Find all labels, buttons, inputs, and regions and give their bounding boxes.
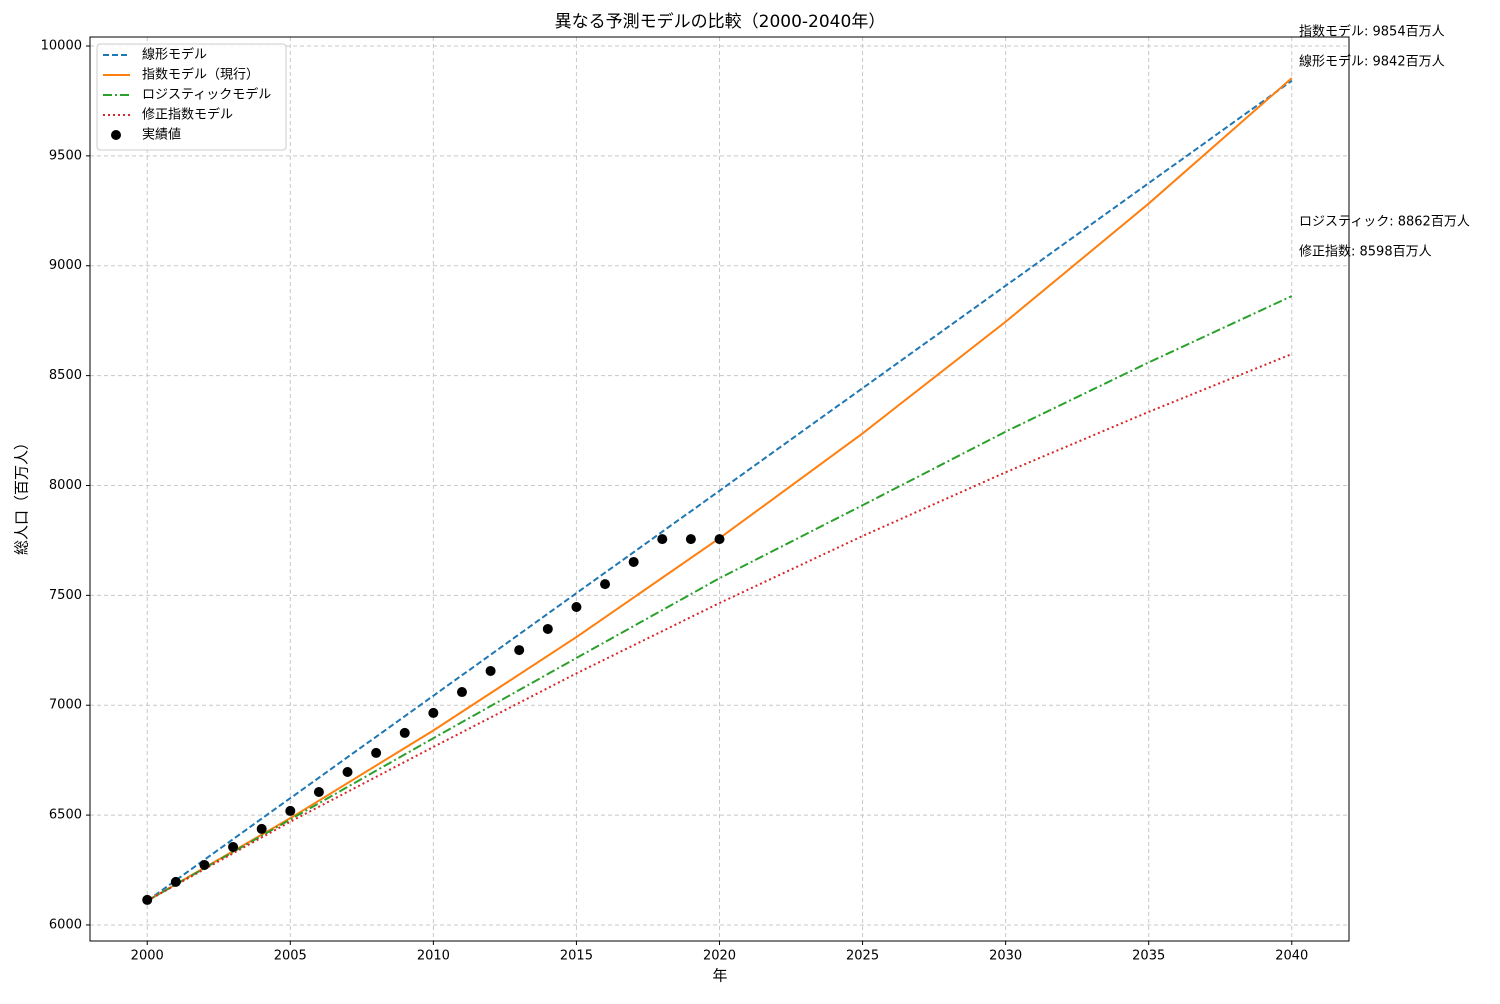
y-tick-label: 7500	[49, 588, 82, 603]
data-point	[456, 687, 467, 698]
data-point	[571, 601, 582, 612]
data-point	[313, 787, 324, 798]
x-tick-label: 2010	[417, 949, 450, 964]
y-tick-label: 9500	[49, 148, 82, 163]
x-tick-label: 2015	[560, 949, 593, 964]
y-tick-label: 6000	[49, 917, 82, 932]
data-point	[485, 665, 496, 676]
legend-label: 修正指数モデル	[142, 107, 233, 123]
annotation: 修正指数: 8598百万人	[1299, 245, 1432, 260]
data-point	[342, 767, 353, 778]
y-tick-label: 8000	[49, 478, 82, 493]
data-point	[542, 623, 553, 634]
x-tick-label: 2005	[274, 949, 307, 964]
y-axis-label: 総人口（百万人）	[13, 435, 31, 555]
data-point	[228, 841, 239, 852]
data-point	[600, 579, 611, 590]
x-tick-label: 2000	[131, 949, 164, 964]
y-tick-label: 8500	[49, 368, 82, 383]
y-tick-label: 10000	[41, 39, 82, 54]
y-tick-label: 6500	[49, 808, 82, 823]
legend-box	[96, 43, 287, 151]
annotation: 指数モデル: 9854百万人	[1299, 24, 1445, 40]
x-tick-label: 2035	[1132, 949, 1165, 964]
annotation: 線形モデル: 9842百万人	[1299, 54, 1445, 70]
chart-title: 異なる予測モデルの比較（2000-2040年）	[555, 11, 886, 32]
data-point	[685, 534, 696, 545]
legend-label: 線形モデル	[142, 47, 207, 63]
data-point	[199, 859, 210, 870]
data-point	[170, 876, 181, 887]
x-tick-label: 2020	[703, 949, 736, 964]
data-point	[714, 534, 725, 545]
y-tick-label: 9000	[49, 258, 82, 273]
x-tick-label: 2025	[846, 949, 879, 964]
x-tick-label: 2040	[1275, 949, 1308, 964]
data-point	[256, 823, 267, 834]
data-point	[399, 727, 410, 738]
data-point	[371, 747, 382, 758]
legend-swatch	[111, 130, 121, 140]
series-line	[146, 79, 1293, 902]
y-tick-label: 7000	[49, 698, 82, 713]
data-point	[285, 805, 296, 816]
data-point	[428, 707, 439, 718]
data-point	[514, 645, 525, 656]
data-point	[657, 534, 668, 545]
annotation: ロジスティック: 8862百万人	[1299, 215, 1470, 230]
legend-label: 指数モデル（現行）	[142, 67, 259, 83]
series-line	[146, 353, 1293, 902]
series-line	[146, 295, 1293, 902]
data-point	[628, 556, 639, 567]
legend-label: 実績値	[142, 127, 181, 143]
x-tick-label: 2030	[989, 949, 1022, 964]
data-point	[142, 894, 153, 905]
x-axis-label: 年	[712, 967, 727, 985]
plot-frame	[89, 36, 1350, 942]
legend-label: ロジスティックモデル	[142, 87, 271, 103]
